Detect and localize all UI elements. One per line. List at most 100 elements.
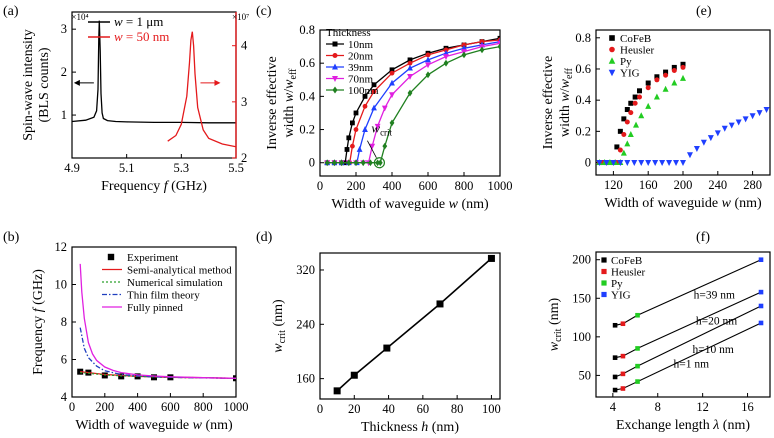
data-point	[721, 125, 728, 132]
data-point	[436, 300, 444, 308]
data-point	[735, 119, 742, 126]
plot-frame	[319, 252, 501, 400]
data-point	[407, 89, 413, 97]
x-tick-label: 280	[743, 178, 762, 192]
data-point	[632, 94, 638, 100]
series-label: h=10 nm	[693, 344, 734, 356]
data-point	[350, 371, 358, 379]
data-point	[389, 70, 395, 76]
legend-marker	[601, 257, 607, 263]
data-point	[407, 74, 413, 80]
data-point	[653, 93, 660, 100]
data-point	[680, 64, 686, 70]
data-point	[628, 110, 634, 116]
data-point	[663, 72, 669, 78]
legend-marker	[332, 86, 338, 94]
data-point	[663, 69, 669, 75]
y-tick-label: 1	[61, 108, 67, 122]
legend-entry: Py	[611, 278, 623, 290]
x-axis-label: Exchange length λ (nm)	[616, 418, 750, 433]
x-axis-label: Width of waveguide w (nm)	[604, 196, 762, 211]
data-point	[382, 142, 388, 150]
panel-a: (a) 4.9 5.1 5.3 5.5 1 2 3 Frequency f (GHz) Spin-…	[3, 4, 249, 194]
x-tick-label: 100	[482, 402, 501, 416]
data-point	[714, 130, 721, 137]
y-tick-label: 0.4	[299, 89, 315, 103]
x-tick-label: 240	[708, 178, 727, 192]
legend-marker	[332, 76, 338, 82]
data-point	[635, 379, 640, 384]
data-point	[666, 160, 673, 167]
legend-marker	[601, 291, 607, 298]
y-right-tick-label: 4	[241, 39, 248, 53]
data-point	[645, 160, 652, 167]
data-point	[383, 344, 391, 352]
data-point	[425, 62, 431, 69]
y-tick-label: 0.8	[299, 23, 315, 37]
legend: w = 1 μmw = 50 nm	[88, 14, 169, 44]
series-line-3	[614, 322, 762, 391]
y-tick-label: 10	[55, 278, 68, 292]
data-point	[389, 67, 395, 73]
y-axis-label: Spin-wave intensity	[21, 29, 36, 141]
y-axis-label: Frequency f (GHz)	[31, 269, 46, 375]
data-point	[612, 322, 618, 328]
arrow-right-head	[214, 79, 221, 86]
plot-area	[324, 35, 500, 167]
legend-marker	[609, 35, 615, 41]
data-point	[346, 159, 352, 167]
data-point	[624, 119, 630, 125]
data-point	[654, 74, 660, 80]
x-tick-label: 600	[419, 179, 438, 193]
data-point	[671, 64, 677, 70]
y-tick-label: 0.4	[575, 93, 591, 107]
legend-marker	[601, 268, 607, 275]
y-tick-label: 6	[61, 353, 67, 367]
data-point	[628, 100, 634, 106]
data-point	[671, 79, 678, 86]
x-tick-label: 200	[674, 178, 693, 192]
y-tick-label: 0.2	[575, 124, 591, 138]
panel-label: (c)	[256, 4, 272, 19]
x-tick-label: 5.3	[174, 161, 190, 175]
y-tick-label: 3	[61, 22, 67, 36]
data-point	[763, 107, 770, 114]
x-tick-label: 200	[347, 179, 366, 193]
data-point	[362, 93, 368, 99]
y-tick-label: 12	[55, 240, 68, 254]
data-point	[635, 346, 640, 351]
data-point	[617, 128, 623, 134]
data-point	[638, 112, 645, 119]
data-point	[346, 135, 352, 141]
data-point	[645, 85, 651, 91]
data-point	[353, 110, 359, 116]
y-tick-label: 0	[585, 156, 591, 170]
panel-label: (a)	[3, 4, 19, 19]
data-point	[596, 160, 603, 167]
legend-entry: 10nm	[348, 39, 374, 51]
data-point	[371, 82, 377, 88]
data-point	[756, 110, 763, 117]
data-point	[368, 159, 373, 167]
data-point	[621, 131, 627, 137]
y-axis-label-line2: width w/weff	[558, 67, 575, 137]
panel-e: (e) 120 160 200 240 280 0 0.2 0.4 0.6 0.8 Width of …	[541, 4, 771, 211]
x-axis-label: Thickness h (nm)	[361, 420, 459, 435]
legend-marker	[608, 69, 616, 77]
wcrit-annotation: wcrit	[371, 121, 392, 138]
panel-d: (d) 0 20 40 60 80 100 160 240 320 Thickness h (nm)…	[256, 230, 501, 435]
series-line-3	[79, 327, 236, 379]
legend-marker	[609, 46, 615, 53]
x-tick-label: 4	[610, 400, 617, 414]
data-point	[324, 159, 330, 167]
panel-label: (e)	[696, 4, 712, 19]
data-point	[620, 353, 626, 359]
data-point	[443, 54, 449, 60]
data-point	[635, 312, 640, 318]
plot-frame	[595, 251, 771, 398]
data-point	[621, 116, 627, 122]
x-tick-label: 80	[451, 402, 464, 416]
data-point	[637, 88, 642, 94]
data-point	[375, 159, 380, 167]
